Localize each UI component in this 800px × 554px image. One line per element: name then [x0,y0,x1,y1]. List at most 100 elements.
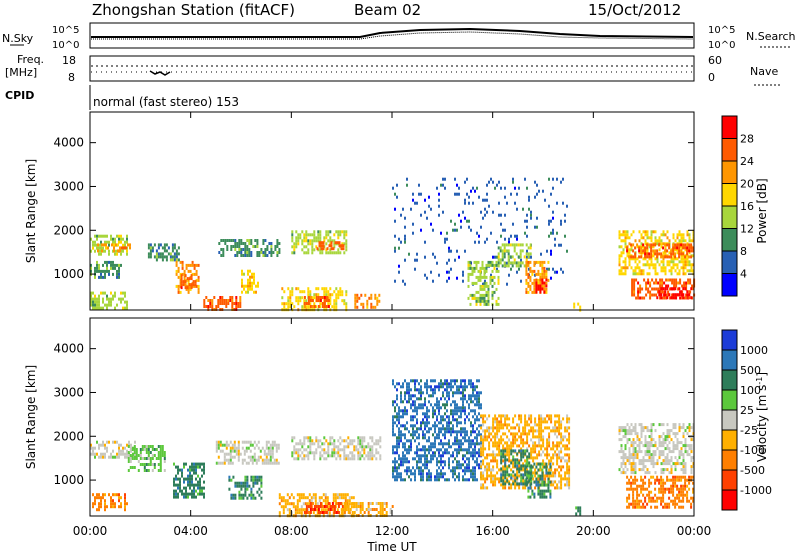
range-cell [497,275,500,279]
range-cell [377,502,380,505]
range-cell [467,278,470,282]
range-cell [573,305,576,309]
range-cell [568,468,571,472]
range-cell [500,222,502,226]
range-cell [90,294,92,298]
range-cell [228,239,231,242]
range-cell [466,219,468,223]
range-cell [684,257,687,261]
range-cell [195,269,198,273]
range-cell [688,255,691,259]
range-cell [672,236,675,240]
range-cell [662,263,665,267]
range-cell [541,495,544,499]
range-cell [496,465,499,469]
range-cell [163,457,166,460]
range-cell [556,459,559,463]
range-cell [526,470,529,474]
range-cell [416,427,418,431]
range-cell [446,394,448,398]
range-cell [231,449,234,453]
range-cell [492,477,495,481]
range-cell [538,477,541,481]
range-cell [311,242,314,246]
range-cell [540,444,543,448]
range-cell [434,424,436,428]
range-cell [658,290,661,294]
range-cell [183,486,185,490]
range-cell [468,397,470,401]
range-cell [537,281,540,285]
range-cell [309,299,312,302]
range-cell [418,427,420,431]
range-cell [326,496,329,500]
range-cell [634,453,637,457]
range-cell [535,480,538,484]
range-cell [341,439,344,443]
range-cell [618,429,621,433]
range-cell [466,448,468,452]
range-cell [502,479,505,483]
range-cell [548,414,551,418]
range-cell [634,471,637,475]
range-cell [114,291,116,295]
range-cell [528,423,531,427]
range-cell [219,440,222,444]
n-sky-label: N.Sky [2,32,34,45]
range-cell [123,246,125,250]
range-cell [474,451,476,455]
range-cell [494,255,496,259]
range-cell [112,263,114,267]
range-cell [558,471,561,475]
range-cell [182,280,185,284]
range-cell [631,284,634,288]
range-cell [464,406,466,410]
range-cell [554,468,557,472]
range-cell [301,242,304,246]
range-cell [626,441,629,445]
range-cell [313,454,316,458]
range-cell [96,266,98,270]
range-cell [305,508,308,511]
range-cell [456,276,458,280]
range-cell [258,487,261,491]
range-cell [430,478,432,482]
range-cell [484,198,486,202]
range-cell [524,467,527,471]
range-cell [632,453,635,457]
range-cell [464,249,466,253]
range-cell [327,293,330,297]
range-cell [370,302,373,306]
range-cell [317,305,320,308]
range-cell [120,237,122,241]
range-cell [547,278,550,282]
range-cell [520,455,523,459]
range-cell [371,454,374,458]
range-cell [517,264,520,268]
range-cell [632,456,635,460]
range-cell [488,447,491,451]
range-cell [418,454,420,458]
range-cell [678,269,681,273]
range-cell [120,449,122,453]
range-cell [250,487,253,491]
range-cell [479,293,482,297]
range-cell [520,452,523,456]
range-cell [307,233,310,237]
range-cell [402,442,404,446]
range-cell [538,417,541,421]
range-cell [656,239,659,243]
range-cell [428,478,430,482]
range-cell [402,454,404,458]
range-cell [234,248,237,251]
range-cell [272,251,275,254]
range-cell [626,429,629,433]
range-cell [478,394,480,398]
range-cell [529,243,532,247]
range-cell [458,213,460,217]
range-cell [147,252,150,256]
range-cell [494,456,497,460]
range-cell [325,296,328,299]
range-cell [538,432,541,436]
range-cell [256,239,259,242]
